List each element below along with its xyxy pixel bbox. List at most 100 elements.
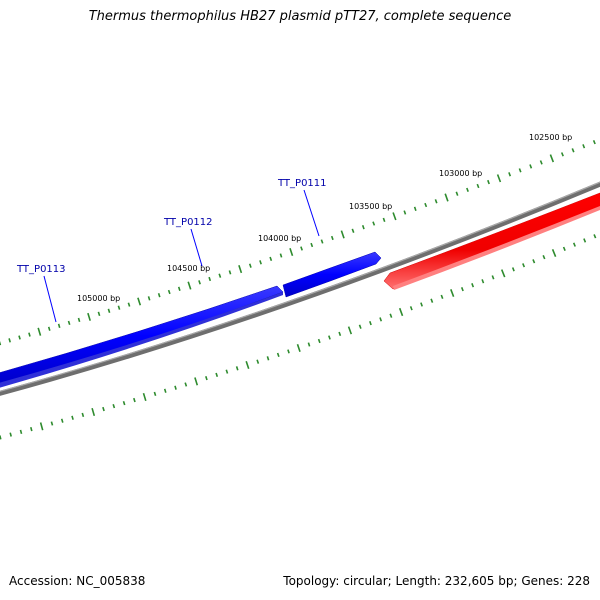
outer-tick-39	[382, 217, 386, 223]
inner-tick-38	[379, 317, 383, 322]
topology-summary: Topology: circular; Length: 232,605 bp; …	[283, 574, 590, 588]
scale-label-102500: 102500 bp	[529, 133, 572, 142]
inner-tick-42	[420, 302, 423, 307]
inner-tick-7	[60, 418, 64, 423]
inner-tick-2	[9, 432, 12, 437]
inner-tick-3	[19, 429, 23, 434]
inner-tick-59	[593, 234, 597, 239]
gene-label-tt-p0111[interactable]: TT_P0111	[277, 178, 327, 189]
gene-label-tt-p0113[interactable]: TT_P0113	[16, 264, 66, 275]
outer-tick-41	[403, 210, 407, 215]
scale-label-103000: 103000 bp	[439, 169, 482, 178]
scale-label-103500: 103500 bp	[349, 202, 392, 211]
gene-leader-tt-p0112	[190, 228, 203, 267]
inner-scale-ticks	[0, 234, 597, 440]
inner-tick-48	[481, 279, 485, 284]
outer-tick-16	[147, 296, 151, 301]
outer-tick-20	[187, 281, 192, 290]
inner-tick-27	[266, 356, 270, 361]
outer-tick-37	[361, 225, 365, 230]
outer-tick-13	[117, 305, 121, 310]
inner-tick-30	[296, 343, 301, 353]
outer-tick-15	[137, 297, 142, 306]
outer-tick-44	[434, 199, 438, 204]
inner-tick-28	[276, 352, 280, 358]
outer-tick-46	[455, 191, 459, 196]
inner-tick-51	[511, 267, 515, 272]
reverse-gene-track	[383, 191, 600, 290]
outer-tick-42	[413, 206, 417, 211]
outer-tick-43	[424, 202, 428, 208]
inner-tick-47	[471, 283, 475, 288]
outer-tick-48	[476, 183, 480, 189]
inner-tick-26	[256, 359, 260, 364]
inner-tick-50	[500, 269, 506, 278]
outer-tick-31	[300, 246, 303, 251]
outer-tick-3	[18, 335, 21, 340]
inner-tick-6	[50, 421, 54, 426]
inner-tick-17	[163, 388, 167, 393]
inner-tick-58	[583, 238, 587, 243]
inner-tick-37	[369, 320, 372, 326]
outer-tick-7	[57, 323, 61, 329]
outer-tick-10	[87, 312, 91, 321]
outer-tick-45	[444, 193, 449, 202]
inner-tick-4	[30, 427, 33, 432]
outer-tick-6	[47, 326, 51, 331]
outer-tick-36	[351, 228, 355, 233]
inner-tick-10	[91, 407, 96, 417]
inner-tick-46	[460, 287, 464, 292]
inner-tick-22	[215, 372, 219, 378]
inner-tick-40	[398, 307, 404, 317]
map-title: Thermus thermophilus HB27 plasmid pTT27,…	[88, 9, 512, 24]
inner-tick-5	[39, 422, 44, 431]
gene-feature-tt-p0111[interactable]	[282, 251, 382, 298]
inner-tick-39	[389, 313, 393, 318]
inner-tick-15	[142, 392, 147, 402]
inner-tick-8	[71, 415, 74, 420]
outer-tick-26	[248, 263, 252, 268]
inner-tick-41	[409, 306, 413, 311]
outer-tick-9	[77, 317, 81, 323]
outer-tick-12	[107, 308, 111, 313]
outer-tick-23	[218, 273, 222, 278]
outer-tick-4	[28, 332, 31, 337]
outer-tick-11	[97, 311, 101, 317]
gene-leader-tt-p0111	[303, 189, 320, 237]
gene-feature-reverse-shadow	[393, 205, 600, 290]
outer-tick-56	[560, 152, 564, 157]
inner-tick-34	[338, 331, 342, 337]
gene-label-tt-p0112[interactable]: TT_P0112	[163, 217, 213, 228]
outer-tick-27	[259, 260, 262, 265]
inner-tick-19	[184, 382, 188, 387]
gene-labels: TT_P0111 TT_P0112 TT_P0113	[16, 178, 327, 323]
scale-label-105000: 105000 bp	[77, 294, 120, 303]
accession-text: Accession: NC_005838	[9, 574, 146, 588]
outer-tick-51	[508, 172, 512, 177]
scale-labels: 102500 bp 103000 bp 103500 bp 104000 bp …	[77, 133, 572, 303]
gene-feature-tt-p0112-shadow	[0, 292, 283, 388]
inner-tick-44	[440, 294, 444, 299]
outer-tick-2	[8, 338, 11, 343]
inner-tick-25	[245, 360, 250, 370]
outer-tick-28	[269, 256, 273, 262]
outer-scale-ticks	[0, 139, 596, 346]
gene-feature-reverse[interactable]	[383, 191, 600, 290]
scale-label-104500: 104500 bp	[167, 264, 210, 273]
outer-tick-40	[392, 212, 397, 221]
inner-tick-14	[133, 397, 136, 403]
scale-label-104000: 104000 bp	[258, 234, 301, 243]
outer-tick-25	[238, 265, 243, 274]
gene-leader-tt-p0113	[43, 275, 57, 323]
inner-tick-21	[205, 375, 208, 381]
outer-tick-30	[289, 247, 294, 257]
sequence-backbone	[0, 181, 600, 396]
outer-tick-19	[177, 286, 181, 291]
inner-tick-16	[153, 391, 157, 397]
inner-tick-11	[102, 406, 105, 412]
outer-tick-54	[539, 160, 543, 165]
inner-tick-1	[0, 435, 2, 440]
inner-tick-18	[174, 385, 177, 390]
outer-tick-18	[167, 289, 171, 295]
